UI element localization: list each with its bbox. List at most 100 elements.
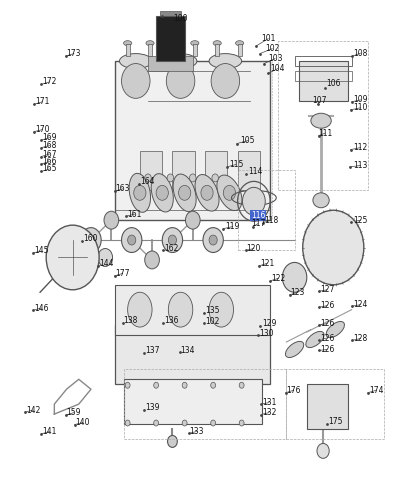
- Ellipse shape: [211, 64, 239, 98]
- Circle shape: [144, 251, 159, 269]
- Bar: [115, 285, 270, 335]
- Circle shape: [316, 444, 328, 458]
- Text: 137: 137: [144, 346, 159, 355]
- Circle shape: [125, 382, 130, 388]
- Circle shape: [238, 420, 243, 426]
- Circle shape: [87, 235, 95, 245]
- Circle shape: [167, 174, 173, 182]
- Circle shape: [322, 235, 343, 260]
- Ellipse shape: [213, 40, 221, 46]
- Bar: [237, 170, 294, 250]
- Text: 123: 123: [290, 288, 304, 297]
- Circle shape: [210, 382, 215, 388]
- Text: 173: 173: [66, 49, 81, 58]
- Ellipse shape: [146, 40, 154, 46]
- Bar: [172, 150, 194, 190]
- Circle shape: [189, 174, 196, 182]
- Circle shape: [302, 210, 363, 285]
- Circle shape: [326, 402, 335, 411]
- Ellipse shape: [195, 174, 218, 211]
- Ellipse shape: [168, 292, 192, 327]
- Text: 128: 128: [353, 334, 367, 343]
- Ellipse shape: [310, 114, 330, 128]
- Text: 117: 117: [250, 219, 265, 228]
- Circle shape: [65, 248, 80, 266]
- Text: 145: 145: [34, 246, 48, 256]
- Circle shape: [210, 420, 215, 426]
- Text: 120: 120: [246, 244, 261, 253]
- Text: 116: 116: [250, 210, 265, 220]
- Circle shape: [329, 264, 336, 272]
- Text: 139: 139: [144, 403, 159, 412]
- Ellipse shape: [326, 322, 344, 338]
- Ellipse shape: [173, 174, 196, 212]
- Circle shape: [46, 225, 99, 290]
- Text: 167: 167: [42, 150, 56, 158]
- Bar: [237, 44, 241, 56]
- Ellipse shape: [190, 40, 198, 46]
- Text: 103: 103: [267, 54, 282, 63]
- Text: 108: 108: [353, 48, 367, 58]
- Text: 106: 106: [325, 79, 340, 88]
- Text: 168: 168: [42, 141, 56, 150]
- Ellipse shape: [133, 186, 146, 200]
- Bar: [286, 370, 383, 439]
- Ellipse shape: [216, 175, 241, 210]
- Circle shape: [127, 235, 135, 245]
- Circle shape: [153, 382, 158, 388]
- Ellipse shape: [121, 64, 150, 98]
- Text: 161: 161: [127, 210, 142, 218]
- Circle shape: [309, 218, 356, 276]
- Text: 126: 126: [319, 345, 333, 354]
- Text: 125: 125: [353, 216, 367, 224]
- Text: 172: 172: [42, 78, 56, 86]
- Text: 105: 105: [240, 136, 254, 145]
- Ellipse shape: [123, 40, 131, 46]
- Circle shape: [168, 235, 176, 245]
- Circle shape: [202, 228, 223, 252]
- Text: 126: 126: [319, 334, 333, 342]
- Circle shape: [167, 436, 177, 448]
- Circle shape: [288, 270, 300, 285]
- Text: 107: 107: [312, 96, 326, 106]
- Circle shape: [315, 233, 321, 241]
- Bar: [294, 71, 351, 81]
- Bar: [160, 12, 180, 16]
- Ellipse shape: [285, 342, 303, 357]
- Circle shape: [211, 174, 218, 182]
- Circle shape: [153, 420, 158, 426]
- Ellipse shape: [127, 292, 152, 327]
- Ellipse shape: [223, 186, 235, 200]
- Bar: [237, 150, 259, 190]
- Text: 176: 176: [286, 386, 300, 394]
- Ellipse shape: [119, 54, 152, 68]
- Text: 113: 113: [353, 161, 367, 170]
- Text: 175: 175: [327, 417, 342, 426]
- Text: 100: 100: [173, 14, 187, 24]
- Circle shape: [125, 420, 130, 426]
- Circle shape: [282, 262, 306, 292]
- Text: 131: 131: [261, 398, 275, 407]
- Bar: [148, 44, 152, 56]
- Ellipse shape: [305, 332, 323, 347]
- Text: 114: 114: [248, 168, 262, 176]
- Bar: [139, 150, 162, 190]
- Text: 160: 160: [83, 234, 97, 243]
- Ellipse shape: [168, 40, 176, 46]
- Text: 115: 115: [228, 160, 243, 169]
- Ellipse shape: [178, 186, 190, 200]
- Text: 102: 102: [264, 44, 279, 53]
- Text: 101: 101: [260, 34, 274, 43]
- Text: 130: 130: [259, 328, 274, 338]
- Circle shape: [81, 228, 101, 252]
- Bar: [298, 61, 347, 101]
- Text: 111: 111: [317, 128, 331, 138]
- Text: 171: 171: [35, 98, 49, 106]
- Ellipse shape: [156, 186, 168, 200]
- Text: 132: 132: [261, 408, 275, 417]
- Text: 122: 122: [270, 274, 285, 283]
- Text: 135: 135: [204, 306, 219, 315]
- Circle shape: [98, 248, 112, 266]
- Text: 127: 127: [319, 286, 333, 294]
- Text: 164: 164: [139, 177, 154, 186]
